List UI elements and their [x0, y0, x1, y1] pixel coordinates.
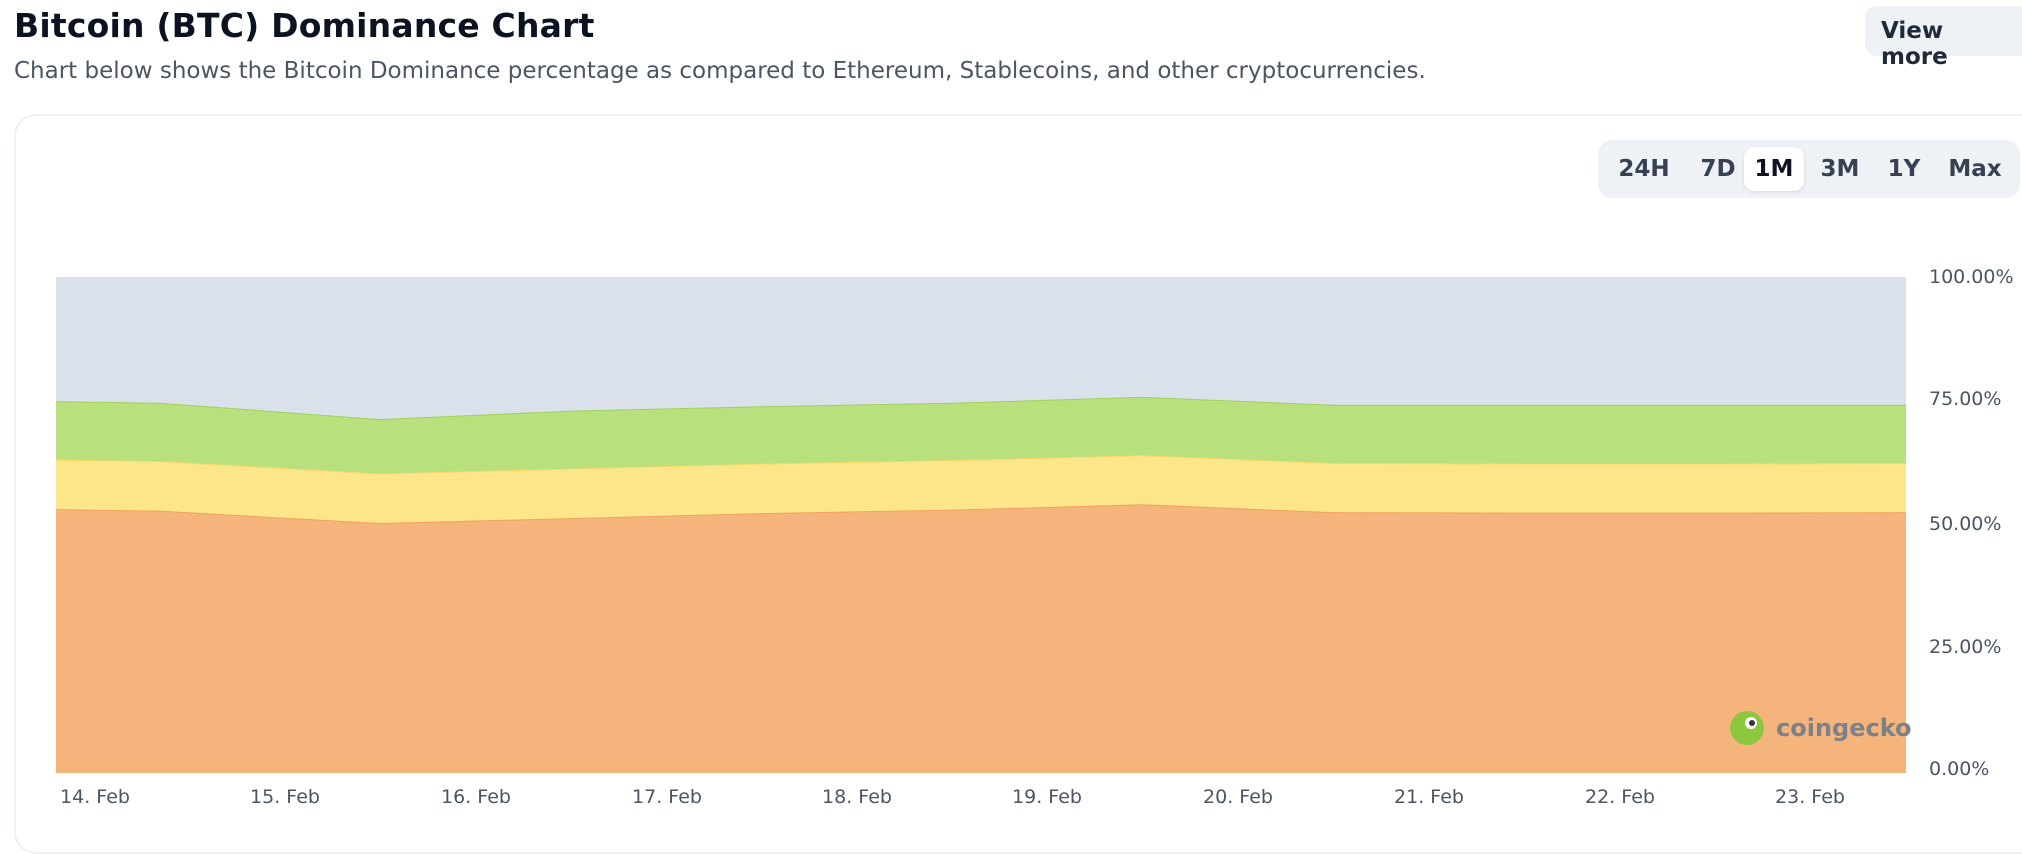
x-tick-label: 15. Feb: [250, 786, 320, 808]
view-more-button[interactable]: View more: [1865, 6, 2022, 70]
x-tick-label: 18. Feb: [822, 786, 892, 808]
x-tick-label: 19. Feb: [1012, 786, 1082, 808]
range-3m-button[interactable]: 3M: [1820, 156, 1860, 182]
y-tick-label: 100.00%: [1929, 266, 2014, 288]
coingecko-logo-pupil: [1749, 720, 1755, 726]
x-tick-label: 14. Feb: [60, 786, 130, 808]
range-1m-button[interactable]: 1M: [1744, 147, 1804, 191]
x-tick-label: 21. Feb: [1394, 786, 1464, 808]
page-subtitle: Chart below shows the Bitcoin Dominance …: [14, 58, 1426, 84]
y-tick-label: 75.00%: [1929, 388, 2001, 410]
y-tick-label: 25.00%: [1929, 636, 2001, 658]
area-series-3: [56, 278, 1906, 420]
range-1y-button[interactable]: 1Y: [1887, 156, 1921, 182]
time-range-selector: 24H 7D 1M 3M 1Y Max: [1598, 140, 2020, 198]
x-tick-label: 23. Feb: [1775, 786, 1845, 808]
area-layers: [55, 277, 1907, 773]
dominance-chart: 14. Feb 15. Feb 16. Feb 17. Feb 18. Feb 19. F…: [55, 266, 2014, 808]
range-7d-button[interactable]: 7D: [1700, 156, 1736, 182]
x-tick-label: 16. Feb: [441, 786, 511, 808]
x-tick-label: 20. Feb: [1203, 786, 1273, 808]
coingecko-watermark-text: coingecko: [1776, 714, 1912, 742]
page-title: Bitcoin (BTC) Dominance Chart: [14, 6, 595, 45]
view-more-label: View more: [1881, 18, 1948, 70]
y-tick-label: 50.00%: [1929, 513, 2001, 535]
range-24h-button[interactable]: 24H: [1618, 156, 1670, 182]
area-series-0: [56, 504, 1906, 773]
coingecko-logo-icon: [1730, 711, 1764, 745]
x-axis-ticks: 14. Feb 15. Feb 16. Feb 17. Feb 18. Feb 19. F…: [60, 786, 1845, 808]
area-series-1: [56, 455, 1906, 524]
x-tick-label: 17. Feb: [632, 786, 702, 808]
range-max-button[interactable]: Max: [1948, 156, 2002, 182]
y-axis-ticks: 0.00% 25.00% 50.00% 75.00% 100.00%: [1929, 266, 2014, 780]
coingecko-watermark: coingecko: [1730, 711, 1912, 745]
area-series-2: [56, 396, 1906, 474]
y-tick-label: 0.00%: [1929, 758, 1989, 780]
x-tick-label: 22. Feb: [1585, 786, 1655, 808]
